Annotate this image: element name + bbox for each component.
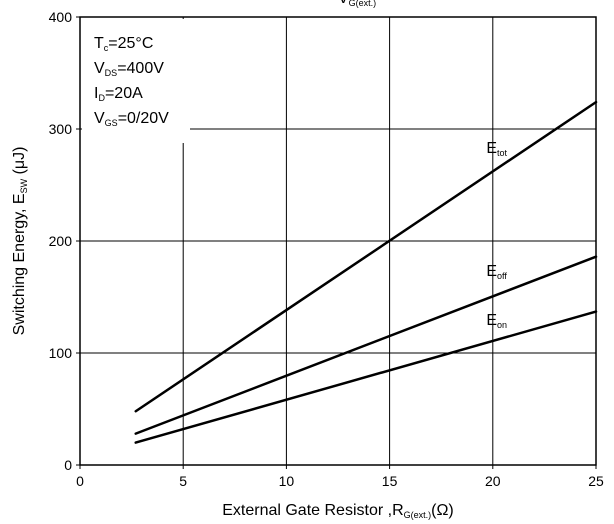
y-tick-label: 100 xyxy=(49,345,73,361)
series-line-on xyxy=(134,310,598,444)
x-axis-ticks: 0 5 10 15 20 25 xyxy=(76,465,604,489)
condition-line: Tc=25°C xyxy=(94,35,153,53)
x-tick-label: 0 xyxy=(76,473,84,489)
series-line-tot xyxy=(134,100,598,413)
y-tick-label: 300 xyxy=(49,121,73,137)
series-line-off xyxy=(134,255,598,435)
x-tick-label: 5 xyxy=(179,473,187,489)
condition-line: VGS=0/20V xyxy=(94,110,169,128)
x-tick-label: 25 xyxy=(588,473,604,489)
y-axis-ticks: 0 100 200 300 400 xyxy=(49,9,80,473)
series-lines xyxy=(134,100,598,444)
top-cutoff-label: VG(ext.) xyxy=(338,0,376,8)
x-tick-label: 15 xyxy=(382,473,398,489)
x-axis-label: External Gate Resistor ,RG(ext.)(Ω) xyxy=(222,502,454,520)
series-label-tot: Etot xyxy=(486,140,507,158)
condition-line: ID=20A xyxy=(94,85,143,103)
series-label-off: Eoff xyxy=(486,263,507,281)
x-tick-label: 10 xyxy=(279,473,295,489)
x-tick-label: 20 xyxy=(485,473,501,489)
conditions-box xyxy=(82,19,190,143)
series-label-on: Eon xyxy=(486,312,507,330)
series-labels: Etot Eoff Eon xyxy=(486,140,507,330)
y-axis-label: Switching Energy, ESW (μJ) xyxy=(11,147,29,336)
y-tick-label: 0 xyxy=(64,457,72,473)
y-tick-label: 400 xyxy=(49,9,73,25)
y-tick-label: 200 xyxy=(49,233,73,249)
test-conditions: Tc=25°C VDS=400V ID=20A VGS=0/20V xyxy=(94,35,169,128)
condition-line: VDS=400V xyxy=(94,60,164,78)
